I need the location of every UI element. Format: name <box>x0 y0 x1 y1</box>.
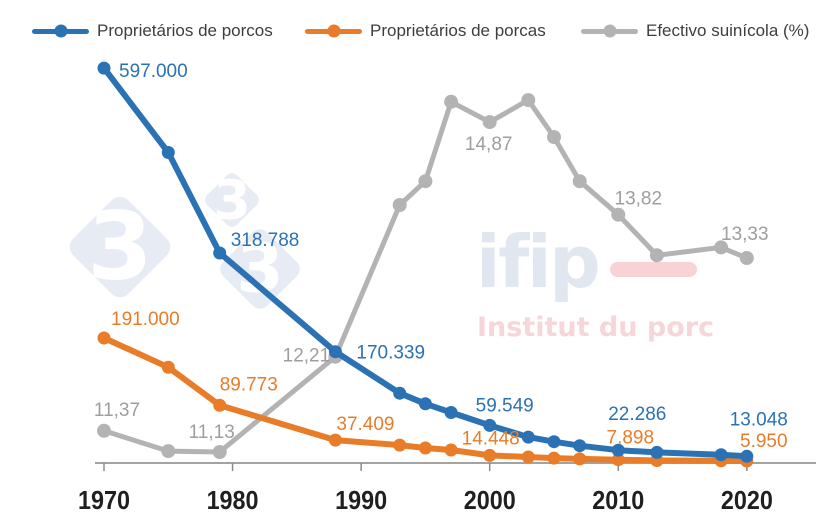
watermark-333-logo: 333 <box>69 169 300 309</box>
data-label: 59.549 <box>476 395 534 416</box>
diamond-shape <box>205 173 259 227</box>
data-point <box>418 397 432 411</box>
data-point <box>444 406 458 419</box>
data-point <box>521 93 536 108</box>
x-axis-tick-label: 2020 <box>721 485 773 515</box>
data-point <box>213 398 227 412</box>
legend-item-porcas: Proprietários de porcas <box>305 21 546 41</box>
legend-label: Proprietários de porcos <box>97 21 273 40</box>
data-point <box>482 115 497 130</box>
data-point <box>714 448 728 462</box>
x-axis-tick-label: 2010 <box>592 485 644 515</box>
data-point <box>649 248 664 263</box>
series-labels-proprietarios-de-porcas: 191.000 89.773 37.409 14.448 7.898 5.950 <box>111 309 788 452</box>
legend-line-swatch <box>32 24 89 38</box>
data-point <box>328 345 342 359</box>
data-point <box>483 448 497 462</box>
ifip-wordmark: ifip <box>476 220 598 304</box>
legend-label: Efectivo suinícola (%) <box>646 21 810 40</box>
data-point <box>328 433 342 447</box>
data-point <box>97 331 111 345</box>
x-axis: 1970 1980 1990 2000 2010 2020 <box>78 462 816 515</box>
data-label: 7.898 <box>607 428 655 449</box>
legend-label: Proprietários de porcas <box>370 21 546 40</box>
data-point <box>444 443 458 457</box>
data-label: 22.286 <box>608 404 666 425</box>
data-point <box>547 435 561 449</box>
data-label: 5.950 <box>740 431 788 452</box>
x-axis-tick-label: 1970 <box>78 485 130 515</box>
watermark-ifip-logo: ifip Institut du porc <box>476 220 714 343</box>
data-label: 89.773 <box>220 374 278 395</box>
data-label: 13.048 <box>730 409 788 430</box>
data-label: 12,21 <box>283 346 331 367</box>
data-point <box>714 240 729 255</box>
digit-3: 3 <box>87 193 152 302</box>
series-proprietarios-de-porcos <box>97 61 754 463</box>
series-efectivo-suinicola-% <box>97 93 754 459</box>
x-axis-tick-label: 1990 <box>335 485 387 515</box>
data-point <box>547 451 561 465</box>
x-axis-tick-label: 2000 <box>464 485 516 515</box>
data-point <box>161 146 175 159</box>
data-point <box>212 445 227 459</box>
data-point <box>740 449 754 463</box>
data-label: 13,33 <box>721 224 769 245</box>
data-label: 191.000 <box>111 309 180 330</box>
data-point <box>611 453 625 467</box>
data-point <box>547 130 561 145</box>
data-label: 318.788 <box>231 230 300 251</box>
data-label: 170.339 <box>356 343 425 364</box>
data-point <box>213 246 227 260</box>
data-point <box>97 423 111 438</box>
ifip-subtitle: Institut du porc <box>477 312 714 343</box>
x-axis-tick-label: 1980 <box>207 485 259 515</box>
data-point <box>611 207 626 222</box>
legend-line-swatch <box>581 24 638 38</box>
digit-3: 3 <box>213 169 251 232</box>
data-point <box>573 439 587 453</box>
legend-line-swatch <box>305 24 362 38</box>
data-label: 11,37 <box>94 400 140 421</box>
data-point <box>521 430 535 444</box>
data-point <box>161 444 176 459</box>
series-labels-efectivo-suinicola-%: 11,37 11,13 12,21 14,87 13,82 13,33 <box>94 134 769 443</box>
digit-3: 3 <box>236 230 283 309</box>
data-point <box>97 61 111 75</box>
legend-item-efectivo: Efectivo suinícola (%) <box>581 21 809 41</box>
data-point <box>521 450 535 464</box>
legend: Proprietários de porcos Proprietários de… <box>0 0 820 46</box>
data-point <box>161 360 175 374</box>
series-labels-proprietarios-de-porcos: 597.000 318.788 170.339 59.549 22.286 13.048 <box>119 61 788 430</box>
data-label: 597.000 <box>119 61 188 82</box>
data-label: 37.409 <box>336 414 394 435</box>
legend-marker-dot <box>327 24 340 38</box>
data-point <box>392 198 407 212</box>
data-label: 11,13 <box>189 422 235 443</box>
data-point <box>739 251 754 265</box>
data-point <box>650 445 664 459</box>
data-point <box>393 386 407 400</box>
data-label: 14.448 <box>462 428 520 449</box>
data-point <box>393 438 407 452</box>
legend-marker-dot <box>54 24 67 38</box>
ifip-dash <box>610 262 697 277</box>
legend-marker-dot <box>603 24 616 38</box>
data-label: 14,87 <box>465 134 513 155</box>
data-point <box>444 94 459 109</box>
data-point <box>418 174 433 189</box>
data-point <box>418 441 432 455</box>
data-point <box>611 443 625 457</box>
diamond-shape <box>220 229 300 309</box>
data-point <box>572 174 587 189</box>
data-label: 13,82 <box>615 189 663 210</box>
data-point <box>483 418 497 432</box>
legend-item-porcos: Proprietários de porcos <box>32 21 273 41</box>
data-point <box>573 452 587 466</box>
diamond-shape <box>69 196 171 298</box>
